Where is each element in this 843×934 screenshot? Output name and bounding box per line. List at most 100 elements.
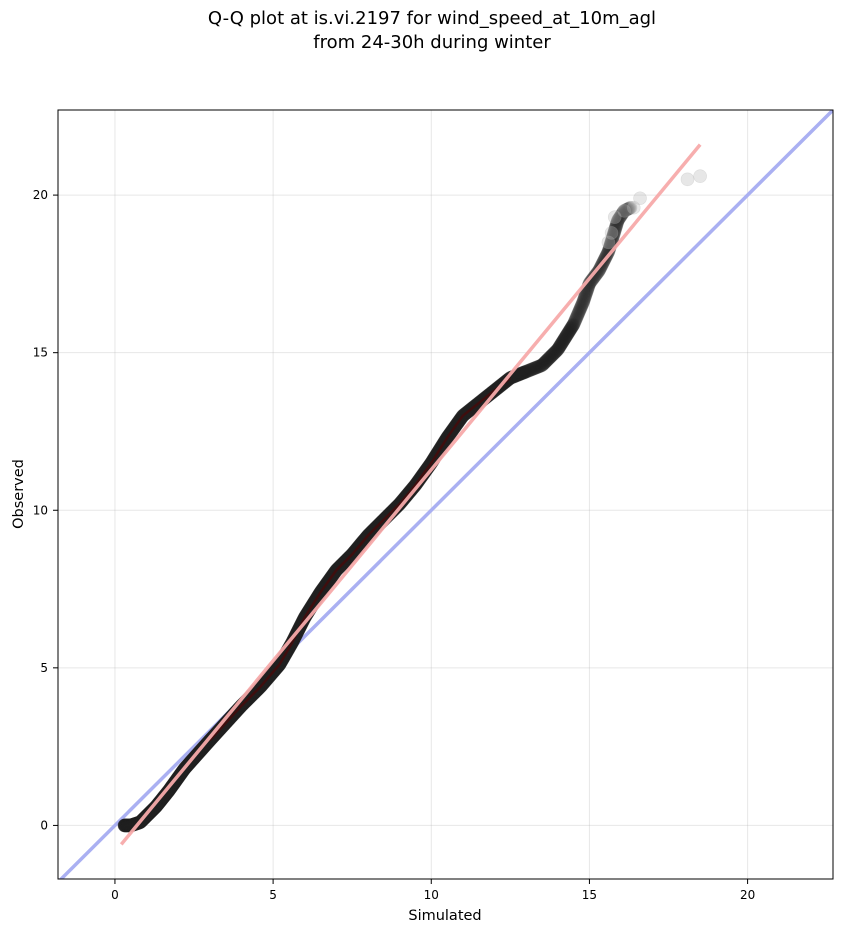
qq-point (576, 293, 591, 308)
qq-tail-point (601, 235, 616, 250)
qq-point (550, 342, 565, 357)
qq-point (537, 356, 551, 371)
qq-point (563, 323, 577, 338)
qq-point (577, 291, 592, 306)
qq-point (556, 333, 571, 348)
qq-point (605, 231, 620, 246)
qq-point (548, 345, 563, 359)
y-tick-label: 5 (40, 661, 48, 675)
qq-tail-point (693, 169, 707, 183)
qq-point (561, 326, 575, 340)
qq-point (515, 366, 530, 380)
qq-tail-point (633, 191, 647, 206)
qq-point (592, 263, 606, 278)
qq-point (117, 818, 132, 833)
qq-point (574, 299, 589, 314)
qq-point (543, 350, 557, 365)
qq-point (616, 205, 630, 220)
qq-point (521, 363, 536, 378)
grid (58, 110, 833, 879)
x-tick-label: 10 (424, 888, 439, 902)
qq-point (118, 818, 132, 833)
qq-point (565, 319, 579, 334)
qq-point (547, 346, 561, 361)
axis-ticks: 0 5 10 15 20 0 5 10 15 20 (33, 188, 756, 902)
qq-point (565, 318, 580, 333)
qq-point (525, 362, 540, 376)
qq-point (541, 352, 556, 366)
qq-point (553, 338, 568, 352)
qq-point (608, 222, 622, 237)
qq-point (610, 215, 625, 229)
qq-point (567, 314, 582, 329)
qq-point (527, 361, 542, 376)
qq-point (555, 335, 570, 350)
qq-point (564, 320, 579, 335)
qq-point (119, 818, 134, 833)
qq-point (566, 317, 581, 332)
fit-line (119, 143, 702, 846)
qq-tail-point (617, 204, 632, 218)
qq-point (516, 365, 531, 380)
qq-point (557, 331, 572, 346)
qq-point (613, 209, 628, 224)
qq-point (120, 818, 134, 833)
qq-point (611, 212, 626, 226)
qq-point (543, 349, 558, 364)
qq-point (551, 341, 566, 356)
reference-line (58, 110, 833, 879)
qq-point (524, 362, 539, 377)
y-tick-label: 10 (33, 503, 48, 517)
qq-tail-point (607, 210, 622, 224)
qq-point (577, 290, 592, 305)
qq-point (146, 802, 161, 817)
qq-point (514, 366, 529, 381)
qq-point (529, 360, 544, 375)
qq-point (621, 201, 636, 216)
chart-title: Q-Q plot at is.vi.2197 for wind_speed_at… (208, 8, 656, 29)
qq-point (568, 313, 582, 328)
chart-subtitle: from 24-30h during winter (313, 32, 551, 53)
qq-point (606, 229, 620, 243)
plot-frame (57, 109, 834, 880)
qq-point (560, 327, 575, 341)
qq-point (533, 359, 548, 373)
qq-point (609, 217, 624, 232)
qq-point (120, 818, 135, 833)
qq-point (553, 339, 567, 353)
qq-point (552, 341, 566, 355)
qq-point (601, 245, 615, 260)
qq-point (573, 300, 588, 315)
qq-point (539, 354, 553, 368)
qq-point (146, 802, 160, 817)
qq-point (540, 353, 554, 368)
qq-point (616, 204, 631, 219)
y-axis-label: Observed (11, 459, 27, 529)
qq-point (520, 364, 535, 378)
y-tick-label: 20 (33, 188, 48, 202)
qq-point (119, 818, 133, 833)
qq-point (618, 203, 633, 218)
qq-point (571, 305, 586, 320)
qq-point (569, 310, 584, 325)
qq-point (546, 347, 560, 362)
qq-point (538, 355, 553, 369)
qq-point (567, 315, 582, 330)
qq-point (577, 292, 591, 307)
qq-point (608, 221, 623, 236)
qq-point (579, 287, 593, 301)
qq-point (556, 334, 570, 349)
qq-point (558, 330, 573, 345)
y-tick-label: 0 (40, 818, 48, 832)
qq-point (545, 348, 560, 362)
qq-point (534, 358, 549, 373)
qq-point (571, 306, 585, 321)
qq-point (605, 233, 619, 248)
qq-point (570, 308, 585, 323)
qq-point (118, 818, 132, 833)
qq-point (117, 818, 132, 833)
qq-point (573, 302, 587, 317)
qq-point (162, 782, 177, 797)
qq-point (118, 818, 133, 833)
qq-point (605, 232, 619, 247)
